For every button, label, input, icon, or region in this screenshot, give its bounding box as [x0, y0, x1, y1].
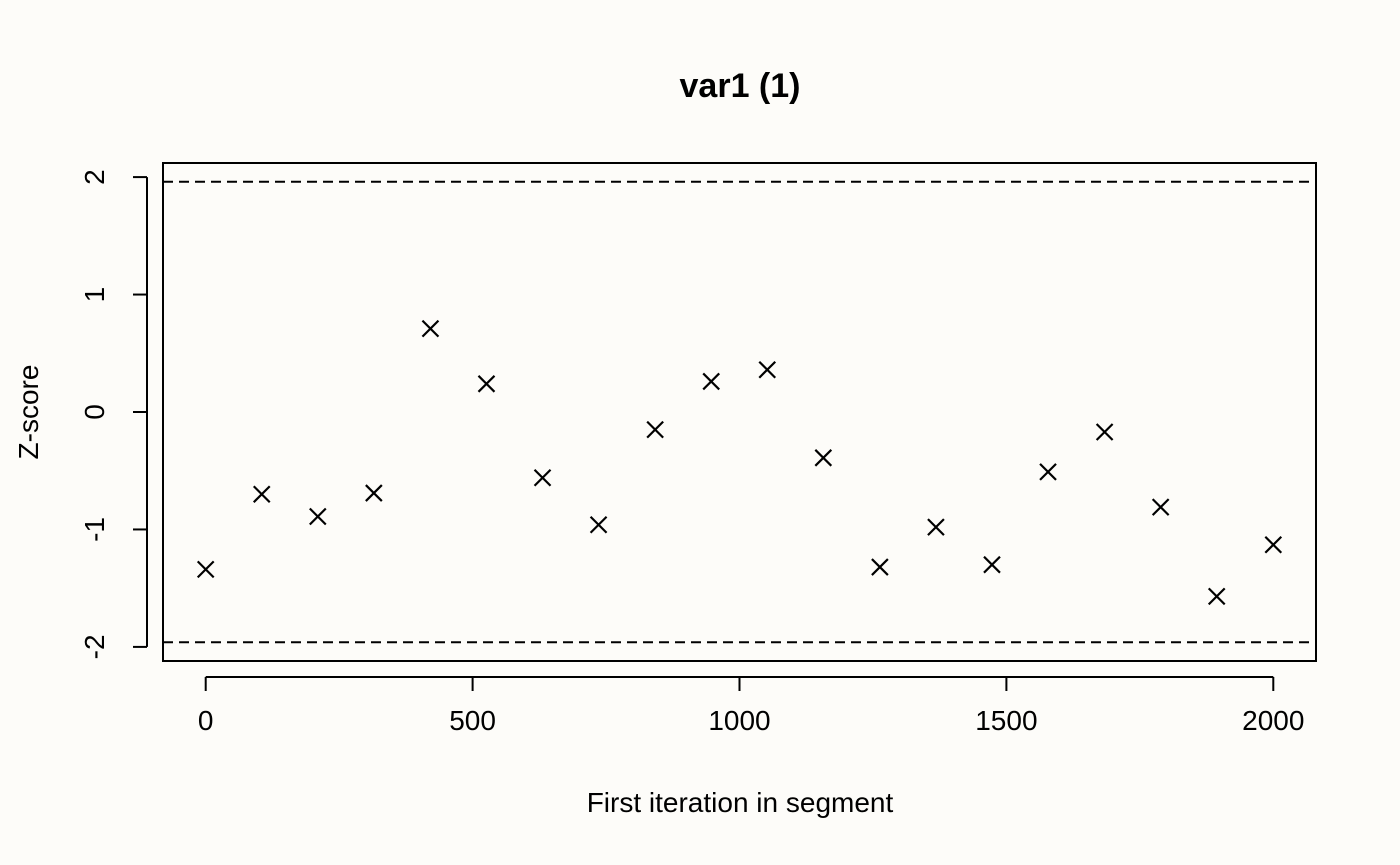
y-tick-label: 1	[79, 287, 110, 303]
data-point	[589, 515, 608, 534]
x-tick-label: 0	[198, 705, 214, 736]
data-point	[252, 485, 271, 503]
y-tick-label: -2	[79, 634, 110, 659]
y-tick-label: -1	[79, 517, 110, 542]
x-axis: 0 500 1000 1500 2000	[198, 676, 1304, 736]
data-point	[533, 468, 552, 487]
y-tick-label: 2	[79, 169, 110, 185]
data-point	[1207, 587, 1226, 606]
data-point	[1264, 535, 1283, 554]
data-point	[1039, 463, 1057, 481]
x-tick-label: 1500	[975, 705, 1037, 736]
data-point	[1151, 498, 1170, 516]
data-point	[196, 560, 215, 579]
x-axis-label: First iteration in segment	[587, 787, 894, 818]
data-point	[365, 484, 383, 502]
data-point	[421, 319, 440, 338]
data-points	[196, 319, 1283, 606]
data-point	[477, 375, 496, 393]
data-point	[646, 420, 664, 439]
data-point	[702, 372, 720, 391]
y-axis-label: Z-score	[13, 365, 44, 460]
data-point	[983, 555, 1001, 574]
data-point	[871, 558, 889, 576]
data-point	[1095, 423, 1114, 441]
x-tick-label: 2000	[1242, 705, 1304, 736]
data-point	[927, 518, 945, 536]
chart-title: var1 (1)	[680, 67, 801, 105]
x-tick-label: 500	[449, 705, 496, 736]
y-axis: -2 -1 0 1 2	[79, 169, 148, 659]
x-tick-label: 1000	[708, 705, 770, 736]
y-tick-label: 0	[79, 404, 110, 420]
data-point	[309, 507, 327, 526]
data-point	[814, 449, 833, 467]
reference-lines	[163, 180, 1316, 644]
data-point	[758, 360, 777, 379]
plot-area	[162, 162, 1317, 662]
